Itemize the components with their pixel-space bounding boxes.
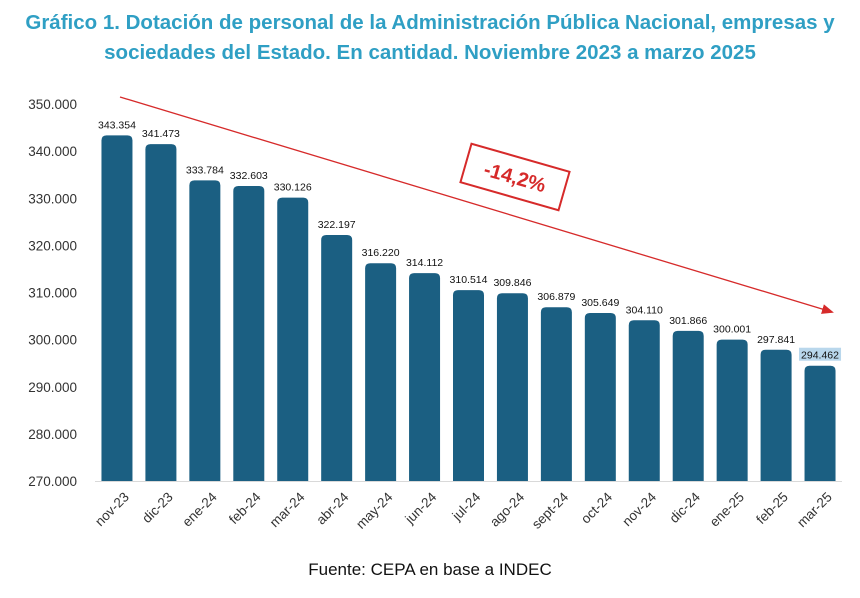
- value-label: 309.846: [493, 277, 531, 289]
- bar: [453, 290, 484, 481]
- value-label-highlight: [799, 347, 842, 361]
- value-label: 343.354: [98, 119, 136, 131]
- bar: [584, 313, 616, 481]
- bar: [716, 339, 748, 481]
- value-label: 316.220: [362, 247, 400, 259]
- value-label: 333.784: [186, 164, 224, 176]
- y-tick-label: 300.000: [28, 333, 77, 348]
- y-tick-label: 320.000: [28, 238, 77, 253]
- x-tick-label: mar-24: [267, 489, 308, 530]
- x-tick-label: jun-24: [402, 489, 440, 527]
- bar: [409, 273, 441, 481]
- value-label: 306.879: [537, 291, 575, 303]
- x-tick-label: nov-23: [92, 489, 132, 529]
- y-tick-label: 330.000: [28, 191, 77, 206]
- value-label: 332.603: [230, 170, 268, 182]
- y-tick-label: 290.000: [28, 380, 77, 395]
- change-callout-box: [459, 142, 571, 212]
- x-tick-label: mar-25: [794, 489, 835, 530]
- chart-title: Gráfico 1. Dotación de personal de la Ad…: [0, 8, 860, 68]
- bar: [233, 185, 265, 481]
- chart-title-line2: sociedades del Estado. En cantidad. Novi…: [104, 41, 756, 64]
- bar: [496, 293, 528, 481]
- value-label: 300.001: [713, 324, 751, 336]
- change-callout: -14,2%: [459, 142, 571, 212]
- value-label: 341.473: [142, 128, 180, 140]
- x-tick-label: may-24: [353, 489, 396, 532]
- y-tick-label: 340.000: [28, 144, 77, 159]
- y-tick-label: 280.000: [28, 427, 77, 442]
- value-label: 314.112: [406, 257, 443, 269]
- bar: [760, 349, 792, 481]
- bar: [145, 144, 177, 482]
- x-tick-label: dic-24: [666, 489, 703, 526]
- bar: [804, 365, 836, 481]
- bar: [540, 307, 572, 481]
- y-tick-label: 310.000: [28, 286, 77, 301]
- bar: [189, 180, 221, 481]
- x-tick-label: oct-24: [578, 489, 615, 526]
- bar: [277, 197, 309, 481]
- value-label: 304.110: [626, 304, 663, 316]
- x-axis: nov-23 dic-23 ene-24 feb-24 mar-24 abr-24 may-…: [92, 481, 842, 532]
- chart-title-line1: Gráfico 1. Dotación de personal de la Ad…: [25, 11, 835, 34]
- x-tick-label: jul-24: [449, 489, 484, 524]
- value-label: 330.126: [274, 182, 312, 194]
- y-tick-label: 270.000: [28, 474, 77, 489]
- x-tick-label: ago-24: [487, 489, 528, 530]
- x-tick-label: ene-25: [707, 489, 747, 529]
- value-label: 294.462: [801, 350, 839, 362]
- x-tick-label: feb-25: [753, 489, 791, 527]
- x-tick-label: sept-24: [529, 489, 572, 532]
- bar: [672, 330, 704, 481]
- bar: [101, 135, 133, 481]
- value-label: 297.841: [757, 334, 795, 346]
- y-axis: 270.000 280.000 290.000 300.000 310.000 320.0…: [28, 97, 77, 489]
- value-label: 305.649: [581, 297, 619, 309]
- trend-arrow: [119, 96, 834, 314]
- bar: [321, 235, 353, 481]
- x-tick-label: nov-24: [619, 489, 659, 529]
- value-label: 322.197: [318, 219, 356, 231]
- x-tick-label: abr-24: [313, 489, 352, 528]
- x-tick-label: ene-24: [179, 489, 220, 530]
- value-label: 301.866: [669, 315, 707, 327]
- bar: [628, 320, 660, 481]
- bar: [365, 263, 397, 481]
- bars: 343.354 341.473 333.784 332.603 330.126 322.1…: [98, 119, 842, 482]
- x-tick-label: dic-23: [139, 489, 176, 526]
- value-label: 310.514: [450, 274, 488, 286]
- source-note: Fuente: CEPA en base a INDEC: [308, 560, 552, 579]
- x-tick-label: feb-24: [226, 489, 264, 527]
- y-tick-label: 350.000: [28, 97, 77, 112]
